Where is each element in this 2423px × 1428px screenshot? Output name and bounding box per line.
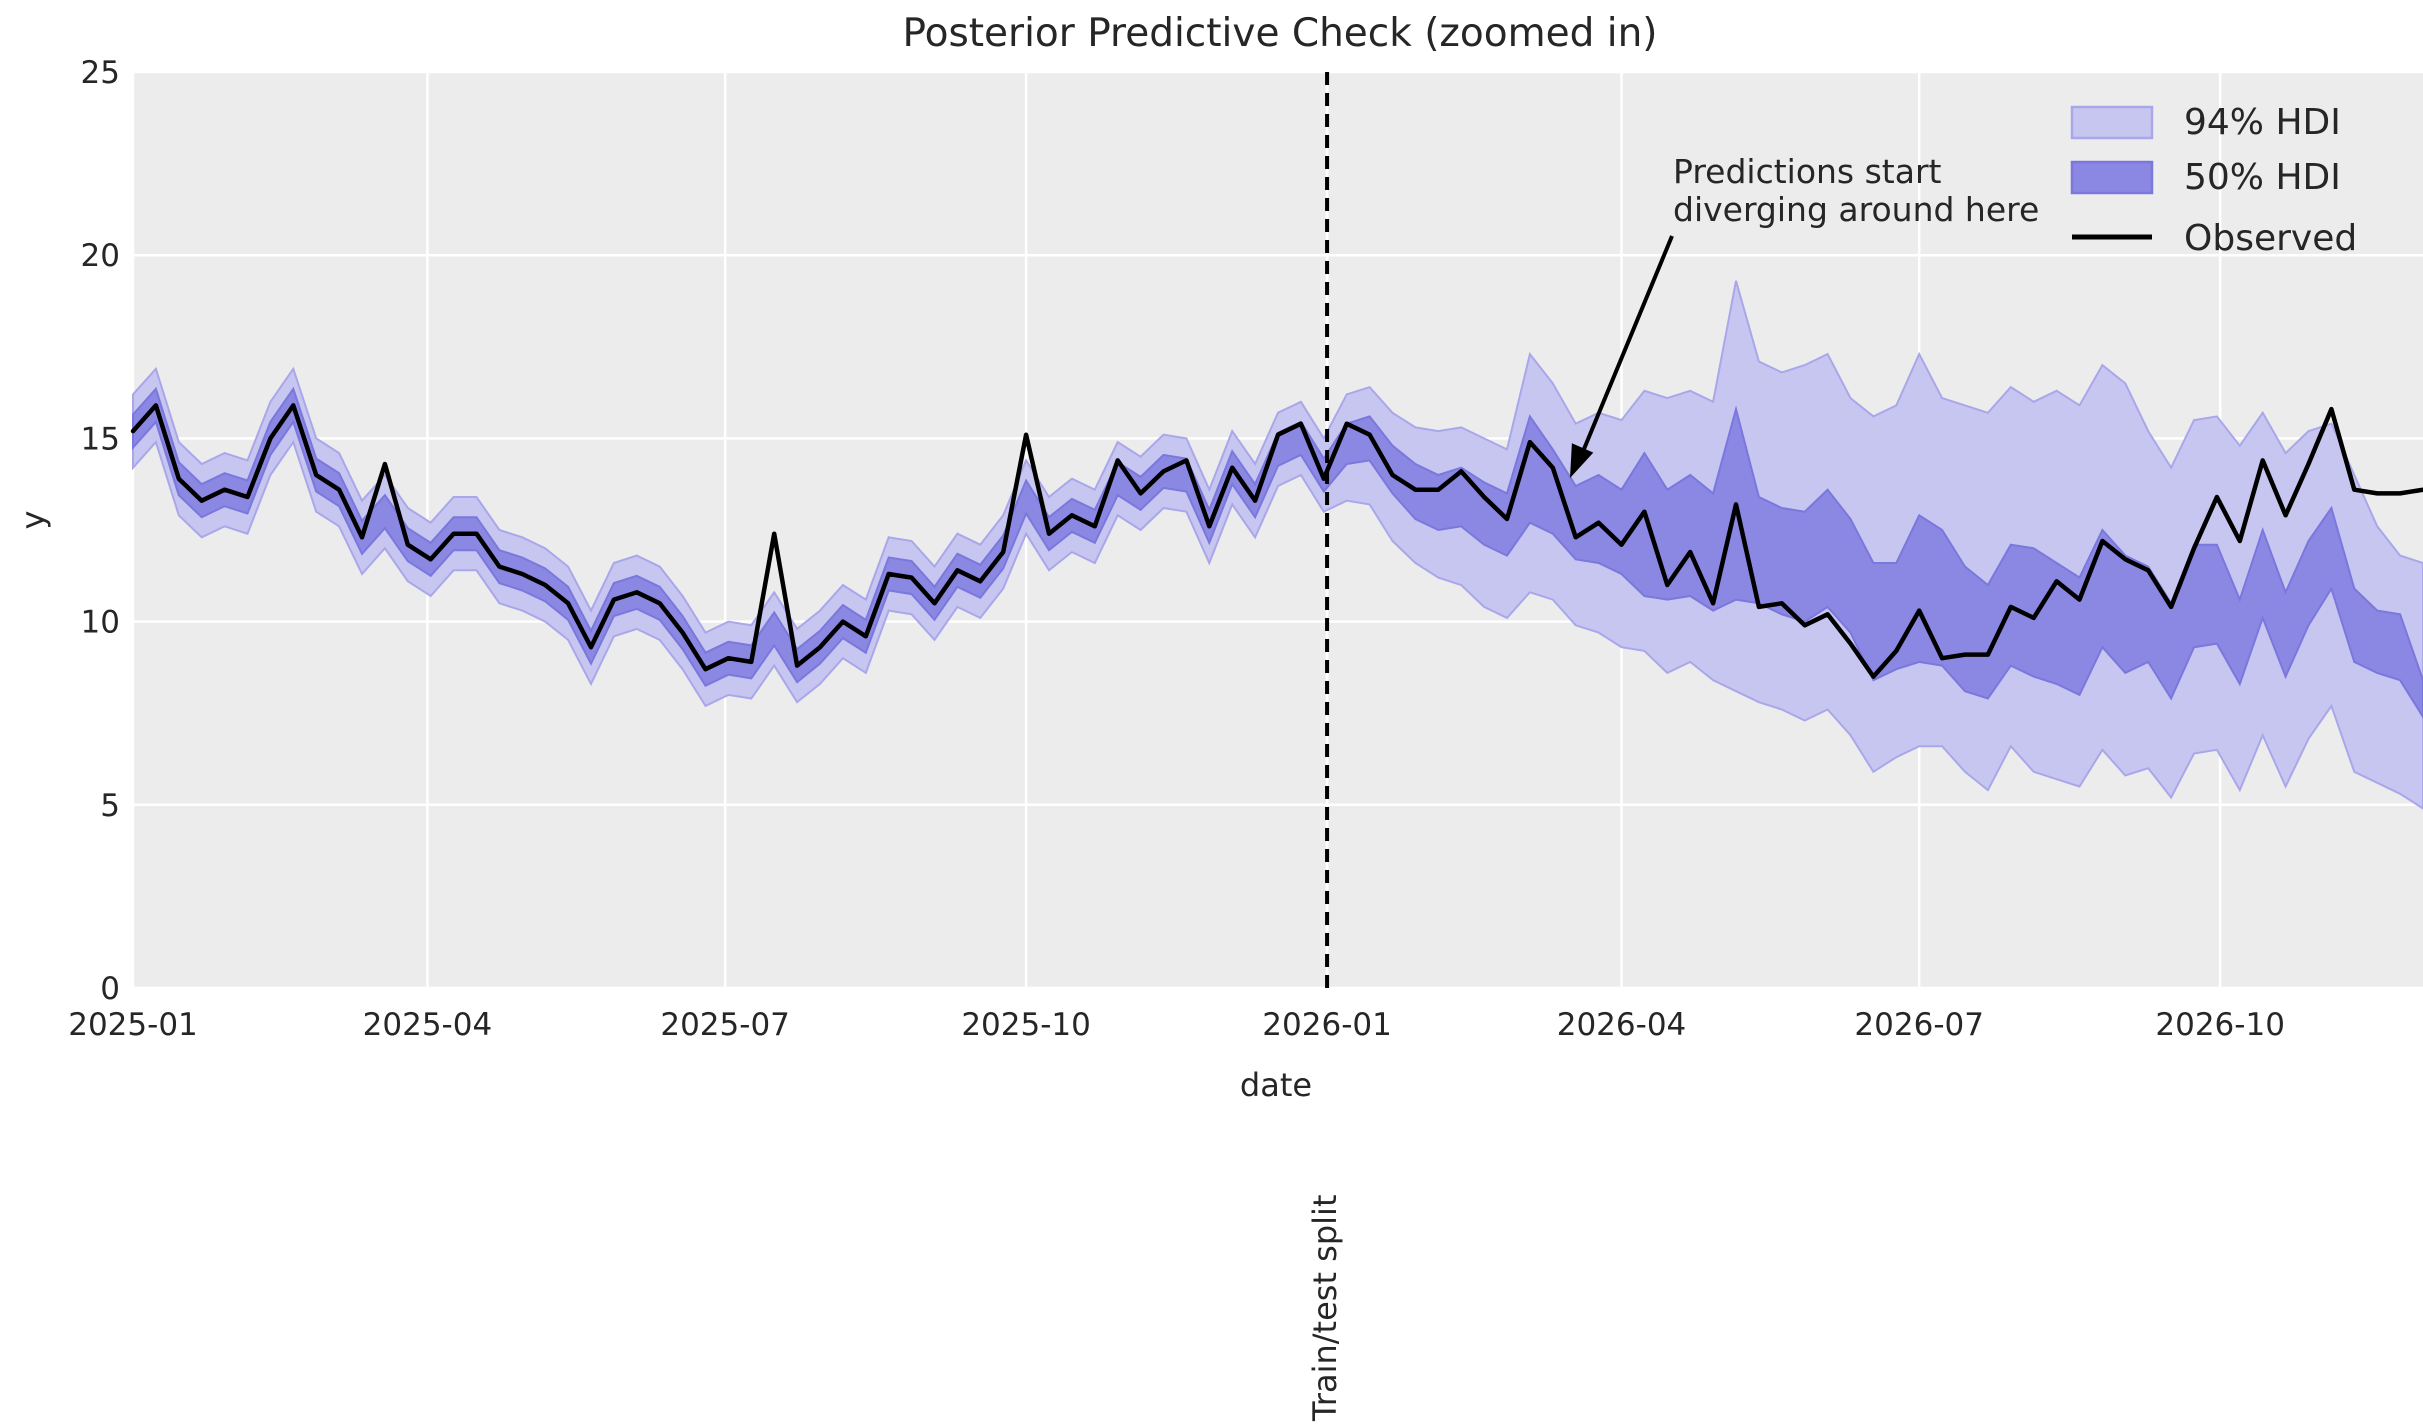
observed-line xyxy=(130,403,2423,679)
y-tick-25: 25 xyxy=(81,55,120,91)
legend-label-observed: Observed xyxy=(2184,218,2357,259)
y-tick-5: 5 xyxy=(100,788,120,824)
x-tick-labels: 2025-01 2025-04 2025-07 2025-10 2026-01 2026-… xyxy=(68,1007,2285,1043)
x-tick-2026-04: 2026-04 xyxy=(1557,1007,1687,1043)
x-tick-2025-01: 2025-01 xyxy=(68,1007,198,1043)
x-tick-2026-07: 2026-07 xyxy=(1854,1007,1984,1043)
x-tick-2025-10: 2025-10 xyxy=(961,1007,1091,1043)
legend-swatch-94-hdi xyxy=(2070,105,2154,140)
annotation-line-1: Predictions start xyxy=(1673,152,1942,191)
x-tick-2025-04: 2025-04 xyxy=(363,1007,493,1043)
legend-label-50-hdi: 50% HDI xyxy=(2184,157,2341,198)
annotation-arrow-shaft xyxy=(1582,235,1674,450)
y-tick-labels: 0 5 10 15 20 25 xyxy=(81,55,120,1007)
y-tick-0: 0 xyxy=(100,971,120,1007)
x-tick-2026-10: 2026-10 xyxy=(2155,1007,2285,1043)
legend-label-94-hdi: 94% HDI xyxy=(2184,102,2341,143)
hdi-50-band xyxy=(132,386,2423,719)
legend: 94% HDI 50% HDI Observed xyxy=(2070,102,2357,259)
annotation: Predictions start diverging around here xyxy=(1570,152,2039,478)
legend-swatch-50-hdi xyxy=(2070,160,2154,195)
y-tick-20: 20 xyxy=(81,238,120,274)
x-tick-2025-07: 2025-07 xyxy=(660,1007,790,1043)
annotation-arrow-head xyxy=(1570,443,1594,478)
split-label: Train/test split xyxy=(1306,1195,1344,1423)
annotation-line-2: diverging around here xyxy=(1673,190,2039,229)
y-tick-10: 10 xyxy=(81,605,120,641)
x-axis-label: date xyxy=(1240,1066,1312,1104)
x-tick-2026-01: 2026-01 xyxy=(1262,1007,1392,1043)
y-axis-label: y xyxy=(14,511,52,530)
chart-title: Posterior Predictive Check (zoomed in) xyxy=(902,11,1657,56)
y-tick-15: 15 xyxy=(81,421,120,457)
